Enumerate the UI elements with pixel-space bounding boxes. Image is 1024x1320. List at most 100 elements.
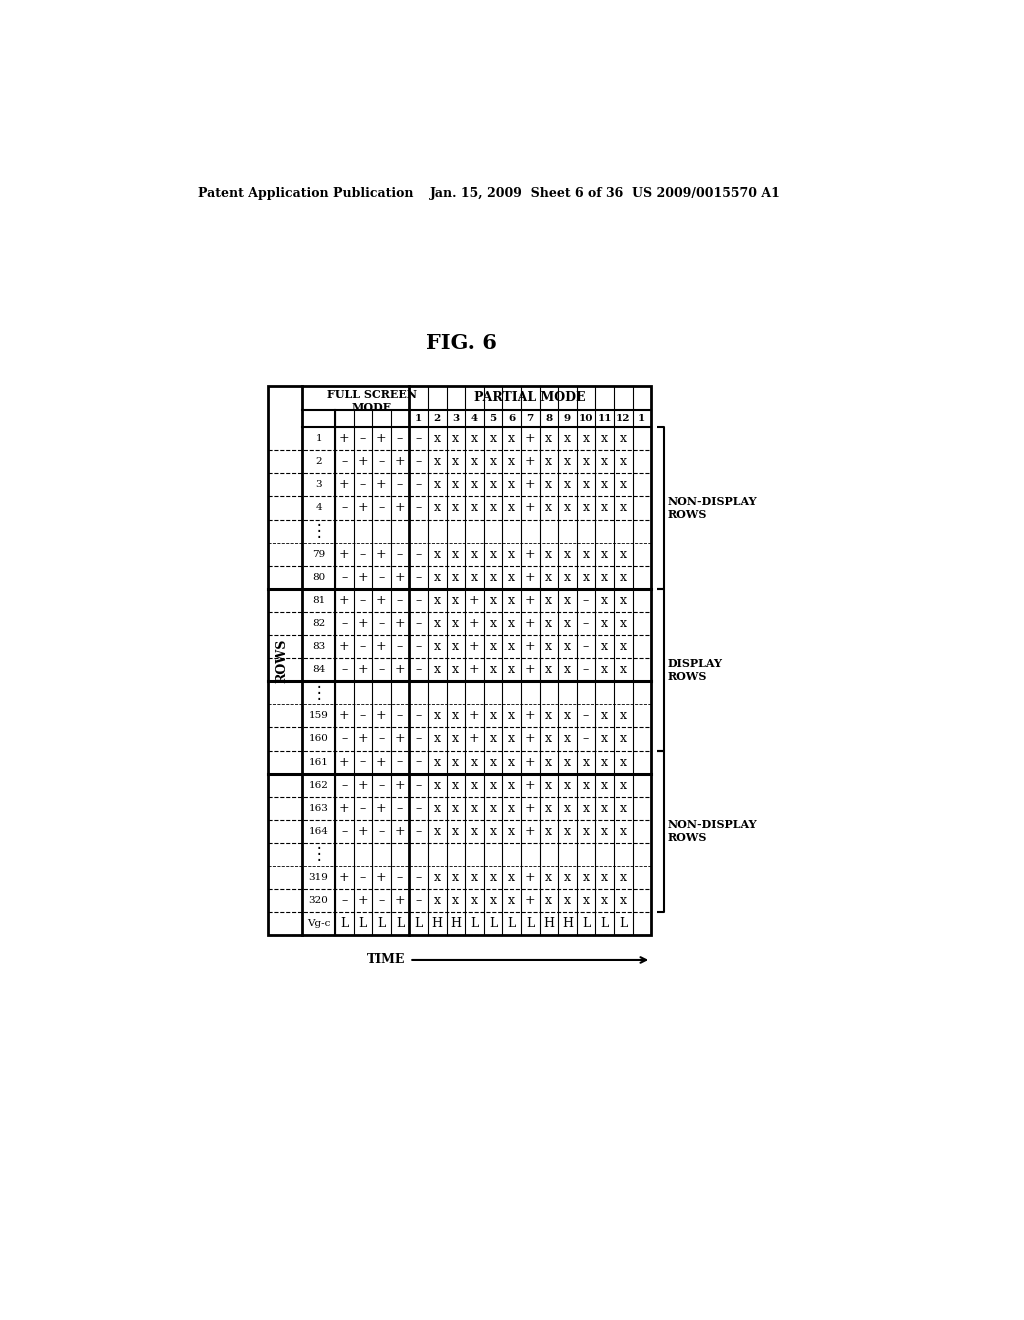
Text: –: – xyxy=(341,455,347,469)
Text: L: L xyxy=(358,917,367,931)
Text: x: x xyxy=(620,455,627,469)
Text: –: – xyxy=(341,570,347,583)
Text: –: – xyxy=(341,825,347,838)
Text: –: – xyxy=(378,779,385,792)
Text: x: x xyxy=(453,733,460,746)
Text: x: x xyxy=(583,502,590,515)
Text: x: x xyxy=(489,594,497,607)
Text: 163: 163 xyxy=(308,804,329,813)
Text: –: – xyxy=(378,570,385,583)
Text: +: + xyxy=(394,825,406,838)
Text: x: x xyxy=(434,733,440,746)
Text: x: x xyxy=(434,640,440,653)
Text: 3: 3 xyxy=(453,414,460,424)
Text: x: x xyxy=(508,709,515,722)
Text: L: L xyxy=(470,917,478,931)
Text: x: x xyxy=(620,779,627,792)
Text: L: L xyxy=(488,917,497,931)
Text: x: x xyxy=(434,709,440,722)
Text: x: x xyxy=(471,801,478,814)
Text: –: – xyxy=(416,432,422,445)
Text: +: + xyxy=(525,455,536,469)
Text: x: x xyxy=(453,548,460,561)
Text: x: x xyxy=(620,594,627,607)
Text: x: x xyxy=(564,616,571,630)
Text: x: x xyxy=(434,871,440,884)
Text: x: x xyxy=(471,455,478,469)
Text: x: x xyxy=(489,709,497,722)
Text: L: L xyxy=(582,917,590,931)
Text: x: x xyxy=(583,478,590,491)
Text: x: x xyxy=(434,779,440,792)
Text: Patent Application Publication: Patent Application Publication xyxy=(198,186,414,199)
Text: 82: 82 xyxy=(312,619,326,628)
Text: +: + xyxy=(469,709,479,722)
Text: x: x xyxy=(620,478,627,491)
Text: x: x xyxy=(564,779,571,792)
Text: x: x xyxy=(583,548,590,561)
Text: x: x xyxy=(453,825,460,838)
Text: x: x xyxy=(471,871,478,884)
Text: x: x xyxy=(620,663,627,676)
Text: +: + xyxy=(525,432,536,445)
Text: x: x xyxy=(489,570,497,583)
Text: x: x xyxy=(583,779,590,792)
Text: x: x xyxy=(471,755,478,768)
Text: x: x xyxy=(564,594,571,607)
Text: x: x xyxy=(434,894,440,907)
Text: L: L xyxy=(600,917,608,931)
Text: 81: 81 xyxy=(312,595,326,605)
Text: x: x xyxy=(620,894,627,907)
Text: +: + xyxy=(525,616,536,630)
Text: –: – xyxy=(378,825,385,838)
Text: x: x xyxy=(564,570,571,583)
Text: +: + xyxy=(376,478,387,491)
Text: 161: 161 xyxy=(308,758,329,767)
Text: +: + xyxy=(339,755,349,768)
Text: +: + xyxy=(525,894,536,907)
Text: x: x xyxy=(453,640,460,653)
Text: +: + xyxy=(394,570,406,583)
Text: +: + xyxy=(525,594,536,607)
Text: x: x xyxy=(453,755,460,768)
Text: +: + xyxy=(357,502,369,515)
Text: x: x xyxy=(601,502,608,515)
Text: x: x xyxy=(508,455,515,469)
Text: –: – xyxy=(397,432,403,445)
Text: +: + xyxy=(469,640,479,653)
Text: –: – xyxy=(416,779,422,792)
Text: +: + xyxy=(376,709,387,722)
Text: 79: 79 xyxy=(312,549,326,558)
Text: x: x xyxy=(620,755,627,768)
Text: –: – xyxy=(378,733,385,746)
Text: x: x xyxy=(434,755,440,768)
Text: +: + xyxy=(357,894,369,907)
Text: x: x xyxy=(601,779,608,792)
Text: +: + xyxy=(394,502,406,515)
Text: 10: 10 xyxy=(579,414,593,424)
Text: ⋮: ⋮ xyxy=(310,684,327,702)
Text: x: x xyxy=(489,432,497,445)
Text: x: x xyxy=(508,616,515,630)
Text: PARTIAL MODE: PARTIAL MODE xyxy=(474,391,586,404)
Text: x: x xyxy=(453,502,460,515)
Text: DISPLAY
ROWS: DISPLAY ROWS xyxy=(668,657,722,681)
Text: x: x xyxy=(489,894,497,907)
Text: x: x xyxy=(489,548,497,561)
Text: x: x xyxy=(564,432,571,445)
Text: 164: 164 xyxy=(308,826,329,836)
Text: H: H xyxy=(432,917,442,931)
Text: x: x xyxy=(453,871,460,884)
Text: x: x xyxy=(434,570,440,583)
Text: 1: 1 xyxy=(638,414,645,424)
Text: x: x xyxy=(453,709,460,722)
Text: –: – xyxy=(583,709,589,722)
Text: –: – xyxy=(341,894,347,907)
Text: L: L xyxy=(340,917,348,931)
Text: –: – xyxy=(416,801,422,814)
Text: x: x xyxy=(564,640,571,653)
Text: x: x xyxy=(489,455,497,469)
Text: 2: 2 xyxy=(315,457,322,466)
Text: x: x xyxy=(583,825,590,838)
Text: x: x xyxy=(620,548,627,561)
